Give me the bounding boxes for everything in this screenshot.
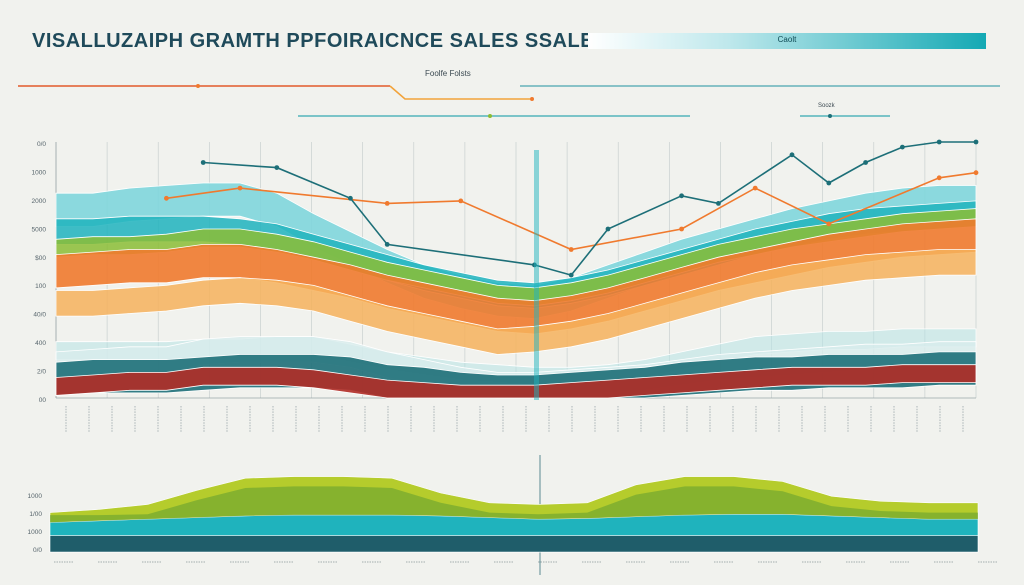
y-tick-label: 100 xyxy=(35,283,46,290)
line-point xyxy=(900,144,905,150)
line-point xyxy=(716,201,721,206)
line-point xyxy=(679,193,684,199)
top-chart-lines xyxy=(164,139,979,400)
line-point xyxy=(605,226,611,232)
bottom-y-tick-label: 0/0 xyxy=(33,547,42,554)
legend-marker-1 xyxy=(196,84,200,88)
y-tick-label: 1000 xyxy=(32,169,47,176)
line-series-0 xyxy=(166,171,977,251)
top-legend-label: Foolfe Folsts xyxy=(425,69,471,78)
bottom-y-tick-label: 1000 xyxy=(28,529,43,536)
line-point xyxy=(936,175,942,181)
line-point xyxy=(752,185,758,191)
line-point xyxy=(568,247,574,252)
bottom-y-tick-label: 1000 xyxy=(28,493,43,500)
line-point xyxy=(936,139,942,145)
legend-marker-3 xyxy=(488,114,492,118)
y-tick-label: 00 xyxy=(39,397,47,404)
line-point xyxy=(384,201,390,206)
bottom-y-tick-label: 1/00 xyxy=(29,511,42,518)
y-tick-label: 400 xyxy=(35,340,46,347)
y-tick-label: 2000 xyxy=(32,198,47,205)
line-point xyxy=(164,195,169,201)
y-tick-label: $00 xyxy=(35,255,46,262)
line-point xyxy=(679,226,684,232)
line-point xyxy=(384,242,390,247)
line-point xyxy=(458,198,464,204)
y-tick-label: 0/0 xyxy=(37,141,46,148)
line-point xyxy=(568,272,574,278)
line-point xyxy=(237,185,243,191)
header-pill: Caolt xyxy=(588,33,986,49)
legend-rule-orange xyxy=(389,85,530,100)
header-pill-label: Caolt xyxy=(777,35,797,44)
y-tick-label: 5000 xyxy=(32,226,47,233)
line-point xyxy=(826,221,832,227)
page-title: VISALLUZAIPH GRAMTH PPFOIRAICNCE SALES S… xyxy=(32,30,595,52)
bottom-chart-yaxis: 1000 1/00 1000 0/0 xyxy=(28,493,43,554)
line-point xyxy=(274,165,280,171)
legend-marker-2 xyxy=(530,97,534,101)
line-point xyxy=(789,152,795,158)
line-point xyxy=(348,195,353,201)
right-legend-label: Soozk xyxy=(818,103,835,109)
line-point xyxy=(973,139,979,145)
top-chart-xaxis xyxy=(65,406,964,432)
y-tick-label: 40/0 xyxy=(33,312,46,319)
bottom-area-overlay xyxy=(50,486,978,523)
y-tick-label: 2/0 xyxy=(37,369,46,376)
top-chart-yaxis: 0/0 1000 2000 5000 $00 100 40/0 400 2/0 00 xyxy=(32,141,47,404)
line-point xyxy=(863,160,868,165)
top-chart-areas xyxy=(55,182,977,399)
legend-marker-4 xyxy=(828,114,832,118)
bottom-chart-areas xyxy=(49,476,979,553)
line-point xyxy=(973,170,979,176)
highlight-bar xyxy=(534,150,539,400)
line-point xyxy=(200,160,206,165)
bottom-area-0 xyxy=(49,535,979,553)
line-point xyxy=(826,180,832,186)
area-band-3 xyxy=(55,364,977,399)
area-band-4 xyxy=(55,249,977,355)
